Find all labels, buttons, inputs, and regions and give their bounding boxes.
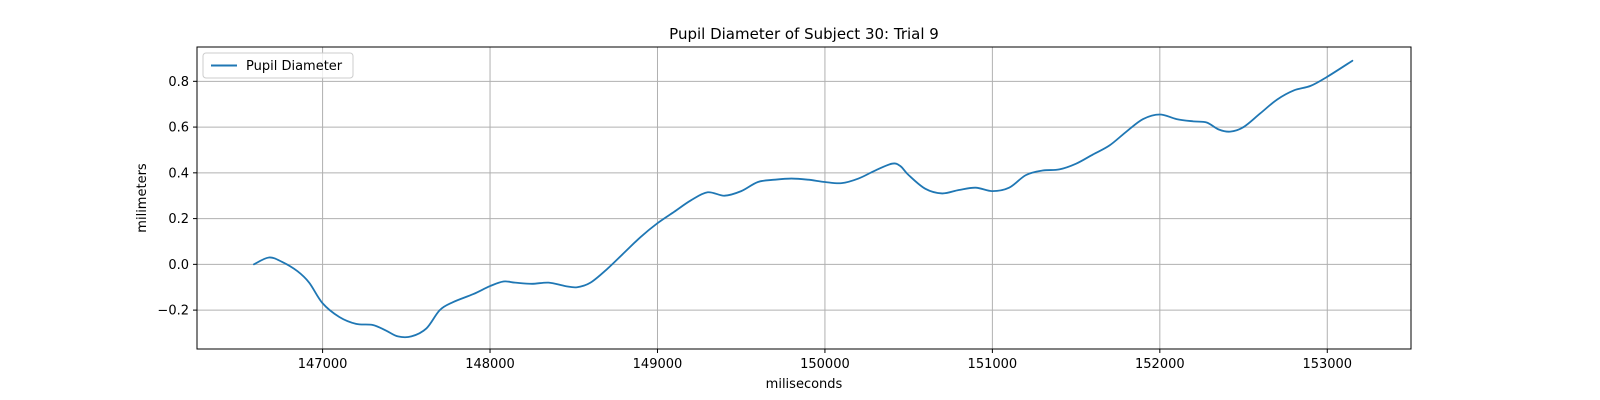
- x-tick-label: 153000: [1302, 357, 1352, 372]
- x-tick-label: 150000: [800, 357, 850, 372]
- legend-label-pupil-diameter: Pupil Diameter: [246, 59, 343, 74]
- y-tick-label: 0.6: [168, 121, 189, 136]
- series-layer: [253, 59, 1354, 339]
- x-tick-label: 152000: [1135, 357, 1185, 372]
- chart-title: Pupil Diameter of Subject 30: Trial 9: [669, 25, 939, 43]
- x-tick-label: 148000: [465, 357, 515, 372]
- axis-ticks: 147000 148000 149000 150000 151000 152000 1530…: [157, 75, 1352, 372]
- series-line-pupil-diameter: [253, 59, 1354, 339]
- y-tick-label: 0.4: [168, 166, 189, 181]
- x-axis-label: miliseconds: [766, 377, 843, 392]
- y-tick-label: −0.2: [157, 304, 189, 319]
- plot-frame: [196, 46, 1412, 350]
- legend: Pupil Diameter: [202, 52, 354, 79]
- y-tick-label: 0.0: [168, 258, 189, 273]
- x-tick-label: 151000: [968, 357, 1018, 372]
- x-tick-label: 149000: [633, 357, 683, 372]
- grid-lines: [197, 47, 1411, 349]
- y-tick-label: 0.2: [168, 212, 189, 227]
- y-axis-label: milimeters: [135, 163, 150, 233]
- y-tick-label: 0.8: [168, 75, 189, 90]
- legend-box: [202, 52, 354, 79]
- x-tick-label: 147000: [298, 357, 348, 372]
